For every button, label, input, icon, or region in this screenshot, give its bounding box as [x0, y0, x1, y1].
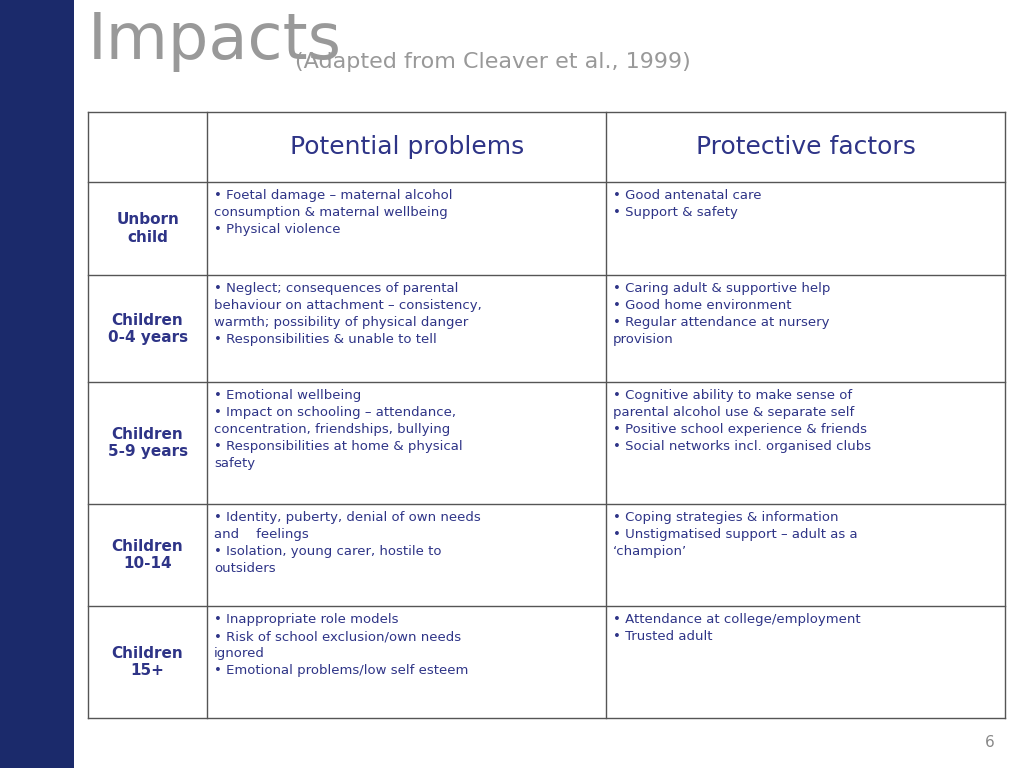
Text: Impacts: Impacts — [88, 10, 342, 72]
Text: Children
5-9 years: Children 5-9 years — [108, 427, 187, 459]
Text: • Coping strategies & information
• Unstigmatised support – adult as a
‘champion: • Coping strategies & information • Unst… — [613, 511, 858, 558]
FancyBboxPatch shape — [0, 0, 74, 768]
Text: Children
10-14: Children 10-14 — [112, 538, 183, 571]
Text: • Attendance at college/employment
• Trusted adult: • Attendance at college/employment • Tru… — [613, 613, 861, 643]
Text: • Foetal damage – maternal alcohol
consumption & maternal wellbeing
• Physical v: • Foetal damage – maternal alcohol consu… — [214, 189, 453, 236]
Text: 6: 6 — [985, 735, 995, 750]
Text: Unborn
child: Unborn child — [116, 212, 179, 245]
Text: Children
0-4 years: Children 0-4 years — [108, 313, 187, 345]
Text: • Good antenatal care
• Support & safety: • Good antenatal care • Support & safety — [613, 189, 762, 219]
Text: • Emotional wellbeing
• Impact on schooling – attendance,
concentration, friends: • Emotional wellbeing • Impact on school… — [214, 389, 463, 470]
Text: • Inappropriate role models
• Risk of school exclusion/own needs
ignored
• Emoti: • Inappropriate role models • Risk of sc… — [214, 613, 469, 677]
Text: • Identity, puberty, denial of own needs
and    feelings
• Isolation, young care: • Identity, puberty, denial of own needs… — [214, 511, 481, 574]
Text: • Neglect; consequences of parental
behaviour on attachment – consistency,
warmt: • Neglect; consequences of parental beha… — [214, 282, 482, 346]
Text: (Adapted from Cleaver et al., 1999): (Adapted from Cleaver et al., 1999) — [295, 52, 691, 72]
Text: Children
15+: Children 15+ — [112, 646, 183, 678]
Text: • Caring adult & supportive help
• Good home environment
• Regular attendance at: • Caring adult & supportive help • Good … — [613, 282, 830, 346]
Text: Protective factors: Protective factors — [695, 135, 915, 159]
Text: Potential problems: Potential problems — [290, 135, 524, 159]
Text: • Cognitive ability to make sense of
parental alcohol use & separate self
• Posi: • Cognitive ability to make sense of par… — [613, 389, 871, 453]
